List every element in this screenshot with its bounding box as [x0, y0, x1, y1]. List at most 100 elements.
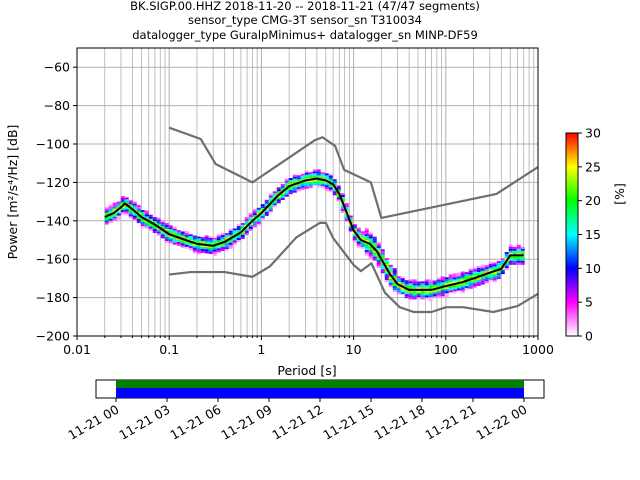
timeline-tick-label: 11-21 18 — [371, 402, 427, 443]
psd-cell — [156, 229, 161, 232]
psd-cell — [380, 253, 385, 256]
psd-cell — [216, 236, 221, 239]
psd-cell — [192, 237, 197, 240]
psd-cell — [360, 237, 365, 240]
psd-cell — [180, 235, 185, 238]
psd-cell — [108, 204, 113, 207]
psd-cell — [388, 264, 393, 267]
psd-cell — [508, 248, 513, 251]
psd-cell — [180, 231, 185, 234]
psd-cell — [236, 230, 241, 233]
psd-cell — [480, 282, 485, 285]
psd-cell — [380, 263, 385, 266]
psd-cell — [160, 220, 165, 223]
psd-cell — [416, 281, 421, 284]
psd-cell — [372, 244, 377, 247]
psd-cell — [268, 195, 273, 198]
psd-cell — [476, 266, 481, 269]
psd-cell — [244, 232, 249, 235]
psd-cell — [400, 284, 405, 287]
psd-cell — [436, 281, 441, 284]
psd-cell — [296, 187, 301, 190]
psd-cell — [476, 272, 481, 275]
psd-cell — [480, 272, 485, 275]
timeline-tick-label: 11-21 03 — [116, 402, 172, 443]
psd-cell — [452, 281, 457, 284]
psd-cell — [252, 225, 257, 228]
psd-cell — [464, 282, 469, 285]
psd-cell — [256, 223, 261, 226]
psd-cell — [260, 206, 265, 209]
psd-cell — [124, 209, 129, 212]
psd-cell — [240, 236, 245, 239]
psd-cell — [392, 284, 397, 287]
psd-cell — [196, 246, 201, 249]
psd-cell — [136, 217, 141, 220]
psd-cell — [428, 291, 433, 294]
psd-cell — [284, 182, 289, 185]
colorbar-tick-label: 0 — [585, 329, 593, 344]
psd-cell — [140, 210, 145, 213]
psd-cell — [432, 286, 437, 289]
psd-cell — [212, 245, 217, 248]
psd-cell — [108, 208, 113, 211]
psd-cell — [388, 266, 393, 269]
psd-cell — [176, 244, 181, 247]
psd-cell — [164, 241, 169, 244]
psd-cell — [444, 293, 449, 296]
psd-cell — [448, 282, 453, 285]
psd-cell — [480, 264, 485, 267]
psd-cell — [216, 248, 221, 251]
psd-cell — [424, 285, 429, 288]
psd-cell — [256, 219, 261, 222]
psd-cell — [440, 282, 445, 285]
psd-cell — [168, 225, 173, 228]
psd-cell — [456, 284, 461, 287]
psd-cell — [364, 234, 369, 237]
psd-cell — [268, 199, 273, 202]
psd-cell — [228, 244, 233, 247]
psd-cell — [488, 267, 493, 270]
psd-cell — [240, 230, 245, 233]
psd-cell — [348, 227, 353, 230]
psd-cell — [292, 178, 297, 181]
psd-cell — [128, 212, 133, 215]
psd-cell — [460, 289, 465, 292]
colorbar-tick-label: 5 — [585, 295, 593, 310]
psd-cell — [364, 236, 369, 239]
psd-cell — [312, 173, 317, 176]
psd-cell — [120, 196, 125, 199]
psd-cell — [456, 288, 461, 291]
psd-cell — [164, 237, 169, 240]
psd-cell — [164, 227, 169, 230]
psd-cell — [176, 232, 181, 235]
psd-cell — [312, 169, 317, 172]
psd-cell — [288, 180, 293, 183]
timeline-tick-label: 11-21 06 — [167, 402, 223, 443]
psd-cell — [492, 266, 497, 269]
colorbar-tick-label: 15 — [585, 227, 601, 242]
psd-cell — [260, 214, 265, 217]
psd-cell — [468, 282, 473, 285]
psd-cell — [120, 212, 125, 215]
psd-cell — [384, 278, 389, 281]
psd-cell — [452, 279, 457, 282]
psd-cell — [156, 233, 161, 236]
psd-cell — [352, 224, 357, 227]
psd-cell — [188, 248, 193, 251]
psd-cell — [244, 220, 249, 223]
psd-cell — [288, 192, 293, 195]
psd-cell — [112, 218, 117, 221]
psd-cell — [476, 270, 481, 273]
psd-cell — [460, 271, 465, 274]
psd-cell — [360, 243, 365, 246]
psd-cell — [380, 251, 385, 254]
psd-cell — [160, 230, 165, 233]
psd-cell — [408, 281, 413, 284]
psd-cell — [124, 201, 129, 204]
psd-cell — [336, 195, 341, 198]
psd-cell — [200, 238, 205, 241]
psd-cell — [408, 279, 413, 282]
psd-cell — [496, 273, 501, 276]
